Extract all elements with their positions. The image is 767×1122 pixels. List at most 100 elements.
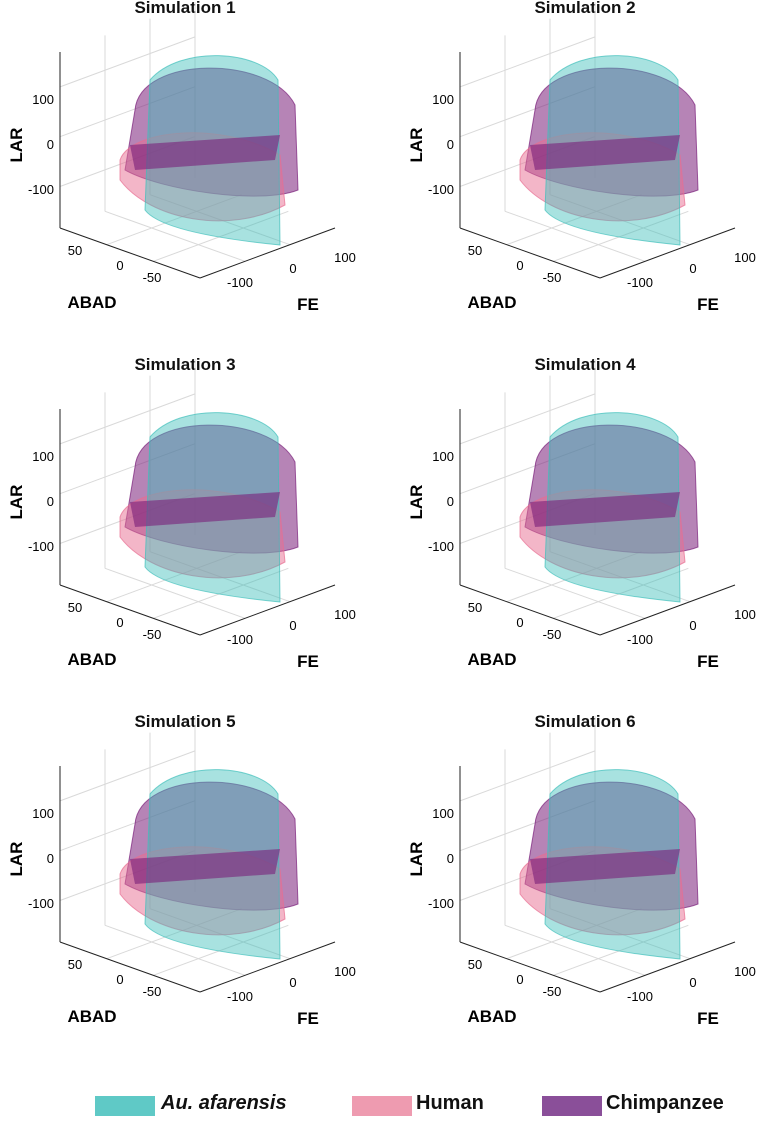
z-tick-label: 0	[447, 494, 454, 509]
y-axis-line	[59, 584, 201, 636]
surface-band	[130, 135, 280, 170]
chart-title: Simulation 1	[134, 0, 236, 17]
z-tick-label: -100	[428, 539, 454, 554]
grid-line	[553, 210, 689, 262]
chart-title: Simulation 3	[134, 355, 236, 374]
surfaces	[519, 412, 699, 603]
y-axis-label: ABAD	[67, 650, 116, 669]
axes	[59, 766, 336, 993]
y-axis-line	[459, 584, 601, 636]
x-tick-label: -100	[227, 275, 253, 290]
x-axis-line	[199, 941, 336, 993]
chart-panel-4: Simulation 4 100 0 -100 50 0 -50 -100 0 100 LAR ABA…	[400, 355, 767, 707]
x-tick-label: 100	[334, 964, 356, 979]
z-tick-label: 100	[432, 449, 454, 464]
y-tick-label: 0	[516, 258, 523, 273]
z-tick-label: 0	[47, 851, 54, 866]
y-axis-label: ABAD	[467, 650, 516, 669]
x-tick-label: 100	[734, 607, 756, 622]
x-axis-line	[599, 227, 736, 279]
chart-plot-5: 100 0 -100 50 0 -50 -100 0 100 LAR ABAD FE	[7, 716, 356, 1028]
legend-swatch-chimpanzee	[542, 1096, 602, 1116]
grid-line	[504, 210, 646, 262]
z-tick-label: -100	[28, 539, 54, 554]
chart-plot-3: 100 0 -100 50 0 -50 -100 0 100 LAR ABAD FE	[7, 359, 356, 671]
axes	[59, 409, 336, 636]
y-axis-label: ABAD	[467, 1007, 516, 1026]
grid-line	[104, 210, 246, 262]
z-tick-label: 100	[432, 92, 454, 107]
z-tick-label: -100	[428, 182, 454, 197]
z-tick-label: -100	[28, 182, 54, 197]
grid-line	[104, 567, 246, 619]
grid-line	[553, 924, 689, 976]
y-axis-label: ABAD	[67, 293, 116, 312]
x-tick-label: 100	[334, 250, 356, 265]
y-tick-label: -50	[143, 984, 162, 999]
chart-panel-1: Simulation 1 100 0 -100 50 0 -50 -100 0 100 LAR ABA…	[0, 0, 370, 350]
surfaces	[519, 55, 699, 246]
legend-swatch-human	[352, 1096, 412, 1116]
x-tick-label: -100	[227, 989, 253, 1004]
x-axis-line	[599, 584, 736, 636]
chart-plot-2: 100 0 -100 50 0 -50 -100 0 100 LAR ABAD FE	[407, 2, 756, 314]
y-axis-line	[459, 227, 601, 279]
y-tick-label: 0	[116, 615, 123, 630]
x-axis-label: FE	[697, 652, 719, 671]
chart-plot-1: 100 0 -100 50 0 -50 -100 0 100 LAR ABAD FE	[7, 2, 356, 314]
x-tick-label: 100	[734, 964, 756, 979]
x-tick-label: 0	[689, 618, 696, 633]
z-axis-label: LAR	[7, 128, 26, 163]
chart-plot-4: 100 0 -100 50 0 -50 -100 0 100 LAR ABAD FE	[407, 359, 756, 671]
x-tick-label: -100	[227, 632, 253, 647]
z-tick-label: 0	[447, 137, 454, 152]
grid-line	[153, 210, 289, 262]
y-tick-label: -50	[143, 270, 162, 285]
x-axis-label: FE	[297, 652, 319, 671]
chart-title: Simulation 4	[534, 355, 636, 374]
axes	[459, 766, 736, 993]
z-tick-label: -100	[428, 896, 454, 911]
y-tick-label: 50	[68, 243, 82, 258]
z-tick-label: 0	[447, 851, 454, 866]
chart-panel-6: Simulation 6 100 0 -100 50 0 -50 -100 0 100 LAR ABA…	[400, 712, 767, 1064]
z-axis-label: LAR	[407, 485, 426, 520]
chart-title: Simulation 2	[534, 0, 636, 17]
y-tick-label: 50	[468, 243, 482, 258]
y-tick-label: 50	[68, 957, 82, 972]
z-axis-label: LAR	[7, 485, 26, 520]
x-tick-label: -100	[627, 989, 653, 1004]
x-tick-label: -100	[627, 632, 653, 647]
grid-line	[59, 750, 196, 802]
surface-band	[130, 849, 280, 884]
y-tick-label: 50	[468, 957, 482, 972]
x-axis-label: FE	[697, 295, 719, 314]
chart-panel-2: Simulation 2 100 0 -100 50 0 -50 -100 0 100 LAR ABA…	[400, 0, 767, 350]
x-tick-label: 100	[334, 607, 356, 622]
chart-panel-5: Simulation 5 100 0 -100 50 0 -50 -100 0 100 LAR ABA…	[0, 712, 370, 1064]
y-tick-label: -50	[143, 627, 162, 642]
y-axis-line	[459, 941, 601, 993]
surfaces	[519, 769, 699, 960]
x-tick-label: 0	[689, 975, 696, 990]
chart-title: Simulation 6	[534, 712, 636, 731]
grid-line	[504, 924, 646, 976]
y-axis-label: ABAD	[67, 1007, 116, 1026]
x-axis-label: FE	[697, 1009, 719, 1028]
legend-swatch-au-afarensis	[95, 1096, 155, 1116]
surfaces	[119, 412, 299, 603]
x-tick-label: 0	[289, 261, 296, 276]
grid-line	[459, 36, 596, 88]
z-tick-label: 100	[32, 449, 54, 464]
axes	[459, 52, 736, 279]
y-tick-label: 0	[516, 972, 523, 987]
surface-band	[530, 492, 680, 527]
legend-label-human: Human	[416, 1092, 484, 1114]
surface-band	[130, 492, 280, 527]
z-tick-label: -100	[28, 896, 54, 911]
z-tick-label: 0	[47, 137, 54, 152]
surface-band	[530, 135, 680, 170]
z-axis-label: LAR	[407, 128, 426, 163]
grid-line	[504, 567, 646, 619]
